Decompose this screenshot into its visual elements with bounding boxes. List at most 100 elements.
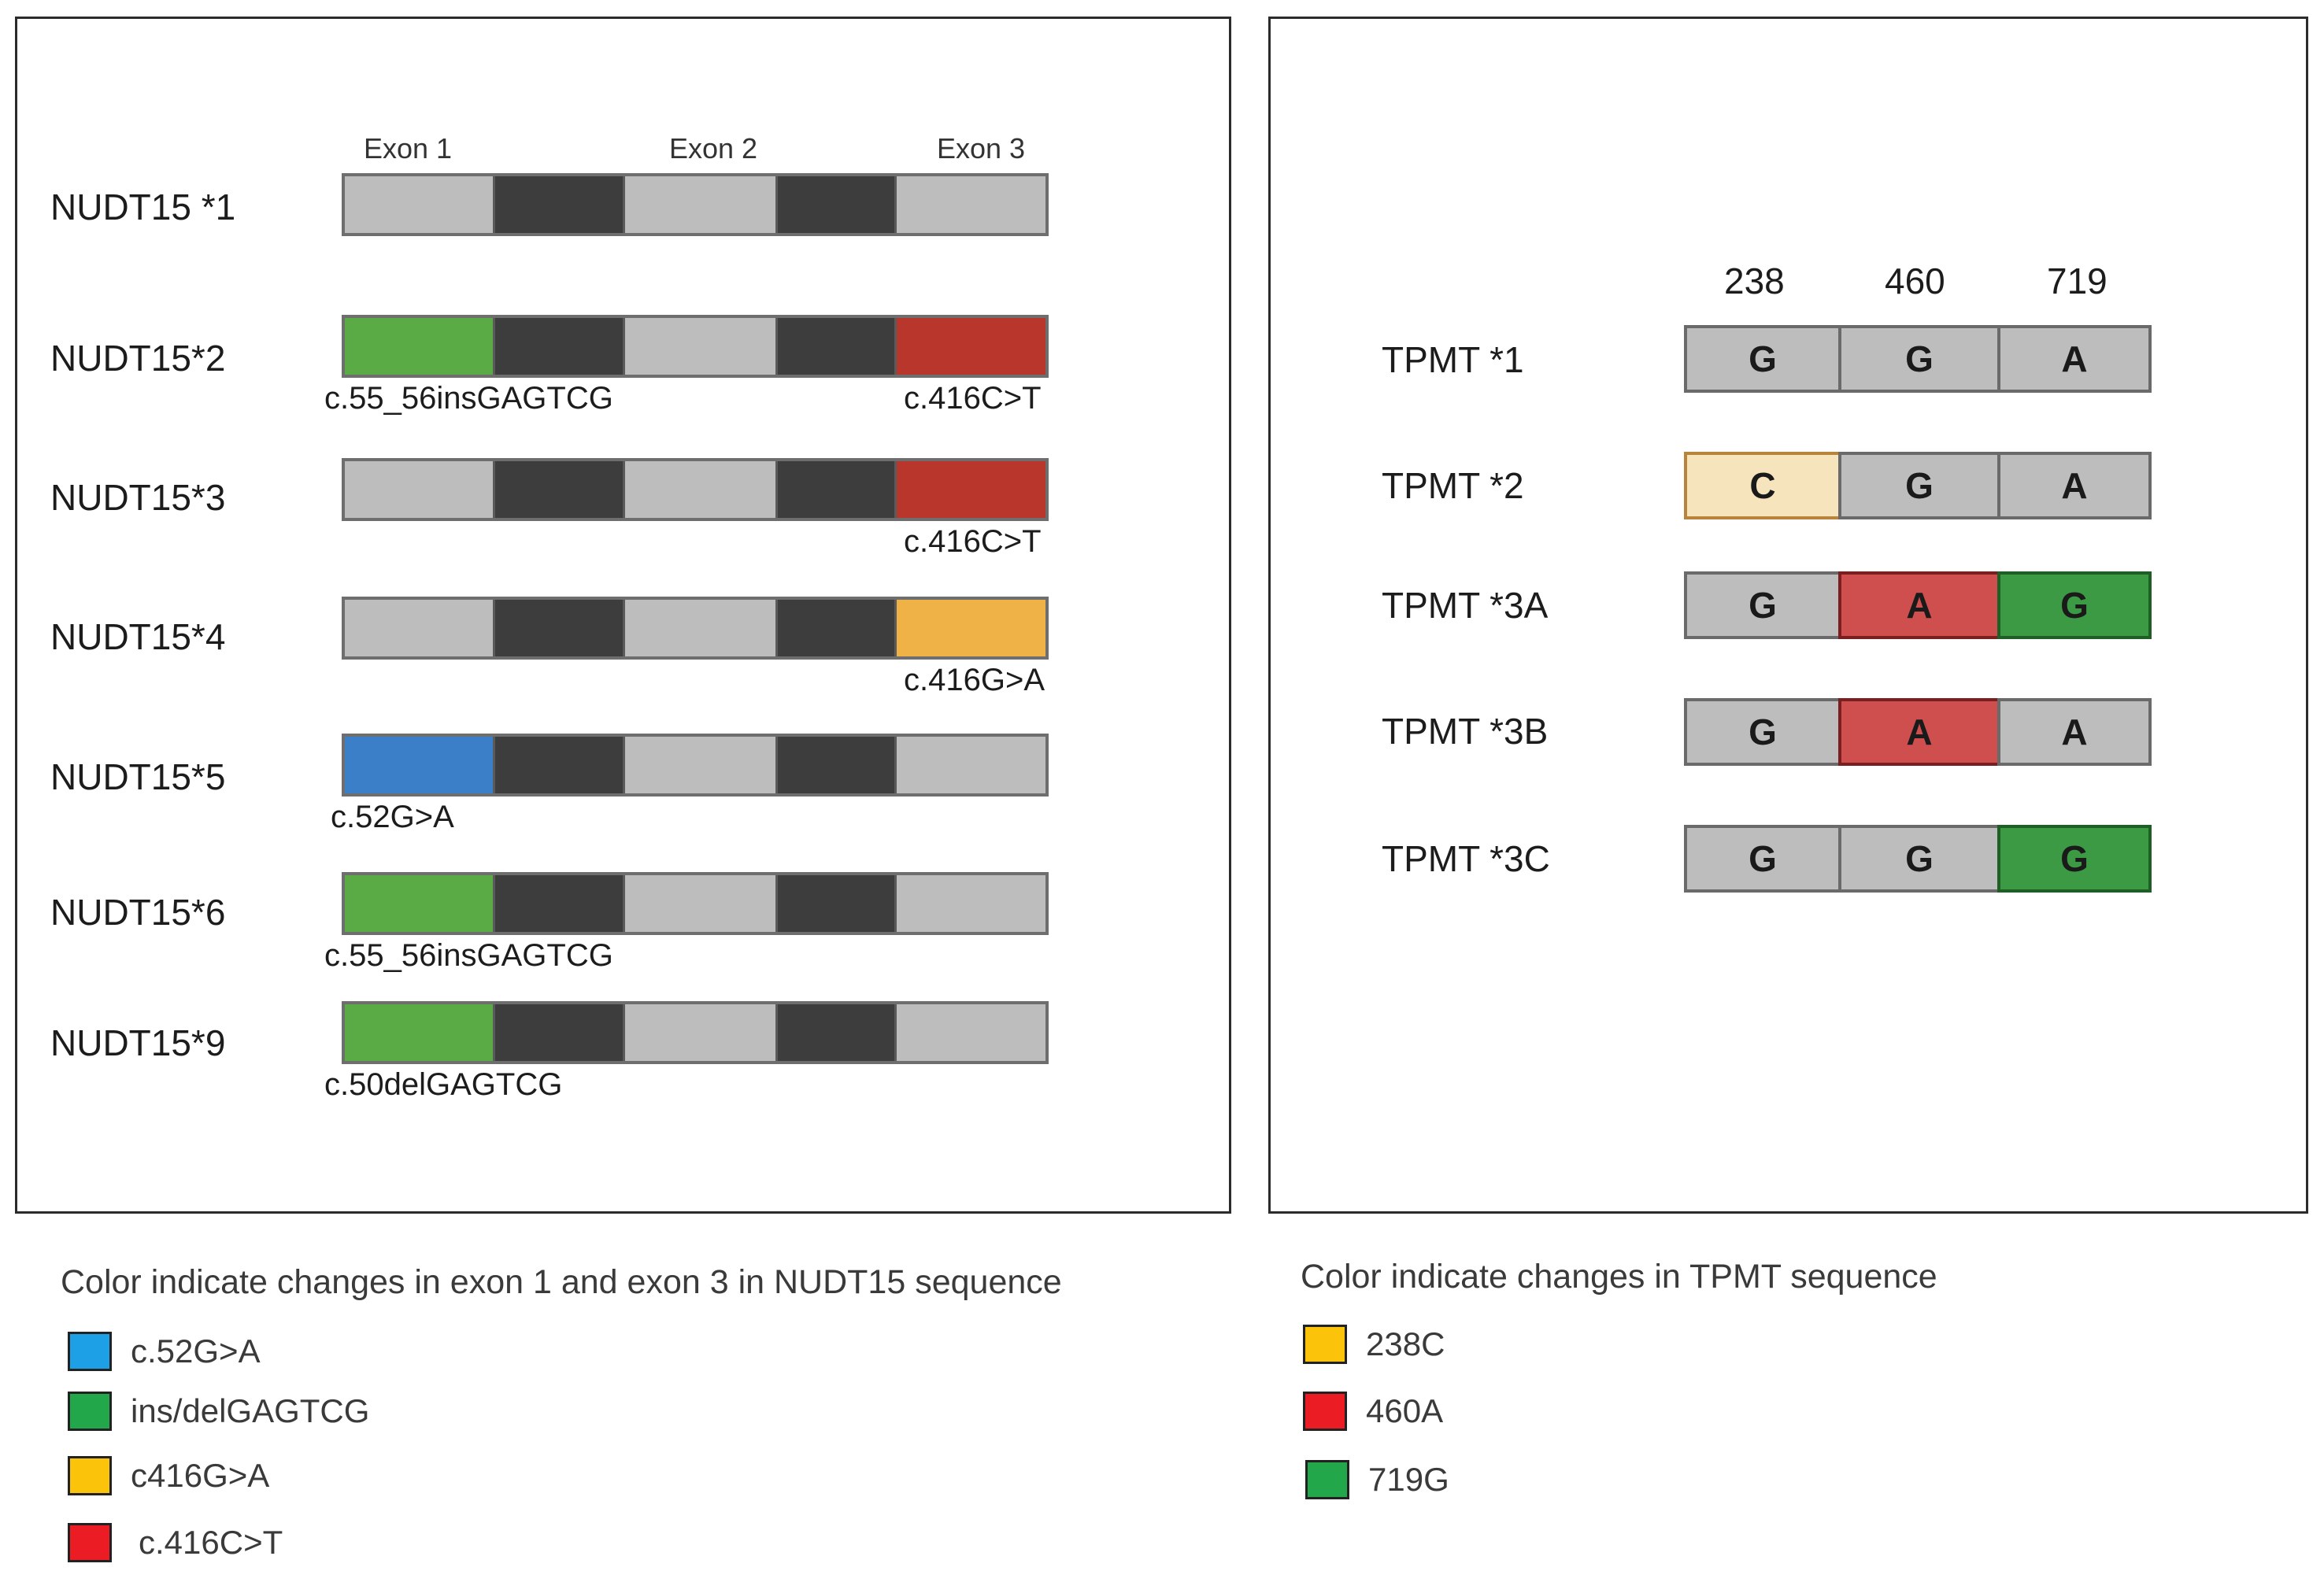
- nudt15-allele-label: NUDT15*6: [50, 892, 226, 933]
- exon-header-2: Exon 2: [669, 132, 758, 164]
- legend-label: 719G: [1368, 1461, 1449, 1498]
- legend-swatch-red: [68, 1523, 112, 1562]
- nudt15-gene-bar: [342, 872, 1049, 935]
- nudt15-allele-label: NUDT15*9: [50, 1022, 226, 1063]
- base-cell-460: A: [1838, 698, 2000, 766]
- exon-1-segment: [345, 318, 494, 375]
- base-cell-719: A: [1997, 325, 2152, 393]
- exon-3-segment: [894, 737, 1045, 793]
- nudt15-gene-bar: [342, 597, 1049, 660]
- exon-2-segment: [622, 600, 776, 656]
- exon1-mutation-label: c.52G>A: [331, 800, 454, 834]
- exon-2-segment: [622, 176, 776, 233]
- intron-1-segment: [493, 318, 623, 375]
- exon-1-segment: [345, 600, 494, 656]
- exon-3-segment: [894, 875, 1045, 932]
- base-cell-238: G: [1684, 698, 1841, 766]
- nudt15-allele-label: NUDT15*2: [50, 338, 226, 379]
- exon-1-segment: [345, 461, 494, 518]
- intron-1-segment: [493, 600, 623, 656]
- exon-1-segment: [345, 1004, 494, 1061]
- legend-label: ins/delGAGTCG: [131, 1392, 370, 1429]
- nudt15-legend-item-red: c.416C>T: [68, 1523, 283, 1562]
- nudt15-gene-bar: [342, 734, 1049, 797]
- exon-1-segment: [345, 176, 494, 233]
- nudt15-legend-item-yellow: c416G>A: [68, 1456, 269, 1495]
- legend-label: c.52G>A: [131, 1333, 261, 1369]
- tpmt-allele-label: TPMT *1: [1382, 339, 1524, 380]
- exon3-mutation-label: c.416C>T: [904, 524, 1042, 559]
- exon1-mutation-label: c.55_56insGAGTCG: [324, 938, 613, 973]
- base-cell-719: G: [1997, 571, 2152, 639]
- intron-2-segment: [775, 176, 894, 233]
- base-cell-238: C: [1684, 452, 1841, 519]
- nudt15-gene-bar: [342, 458, 1049, 521]
- intron-2-segment: [775, 737, 894, 793]
- legend-swatch-yellow: [1303, 1325, 1347, 1364]
- exon-3-segment: [894, 600, 1045, 656]
- nudt15-allele-label: NUDT15*4: [50, 616, 226, 657]
- nudt15-allele-label: NUDT15 *1: [50, 187, 236, 227]
- nudt15-allele-label: NUDT15*3: [50, 477, 226, 518]
- exon-2-segment: [622, 875, 776, 932]
- tpmt-legend-title: Color indicate changes in TPMT sequence: [1301, 1258, 1937, 1296]
- exon1-mutation-label: c.50delGAGTCG: [324, 1067, 563, 1102]
- legend-label: c.416C>T: [139, 1524, 283, 1561]
- exon-3-segment: [894, 176, 1045, 233]
- nudt15-gene-bar: [342, 1001, 1049, 1064]
- base-cell-238: G: [1684, 825, 1841, 893]
- intron-1-segment: [493, 461, 623, 518]
- exon-2-segment: [622, 461, 776, 518]
- intron-2-segment: [775, 461, 894, 518]
- intron-2-segment: [775, 1004, 894, 1061]
- intron-2-segment: [775, 875, 894, 932]
- legend-label: 238C: [1366, 1325, 1445, 1362]
- base-cell-460: G: [1838, 452, 2000, 519]
- exon-2-segment: [622, 737, 776, 793]
- intron-2-segment: [775, 600, 894, 656]
- base-cell-719: A: [1997, 452, 2152, 519]
- exon-3-segment: [894, 461, 1045, 518]
- base-cell-719: A: [1997, 698, 2152, 766]
- exon-2-segment: [622, 1004, 776, 1061]
- tpmt-legend-item-yellow: 238C: [1303, 1325, 1445, 1364]
- intron-1-segment: [493, 875, 623, 932]
- position-header-238: 238: [1724, 261, 1785, 301]
- legend-swatch-green: [68, 1392, 112, 1431]
- base-cell-238: G: [1684, 571, 1841, 639]
- position-header-719: 719: [2047, 261, 2108, 301]
- tpmt-allele-label: TPMT *3B: [1382, 711, 1549, 752]
- intron-2-segment: [775, 318, 894, 375]
- exon-header-3: Exon 3: [937, 132, 1026, 164]
- nudt15-legend-title: Color indicate changes in exon 1 and exo…: [61, 1263, 1062, 1301]
- tpmt-allele-label: TPMT *3A: [1382, 585, 1549, 626]
- tpmt-allele-label: TPMT *3C: [1382, 838, 1550, 879]
- base-cell-460: G: [1838, 825, 2000, 893]
- exon-3-segment: [894, 1004, 1045, 1061]
- nudt15-gene-bar: [342, 315, 1049, 378]
- nudt15-allele-label: NUDT15*5: [50, 756, 226, 797]
- intron-1-segment: [493, 176, 623, 233]
- position-header-460: 460: [1885, 261, 1945, 301]
- nudt15-legend-item-blue: c.52G>A: [68, 1332, 261, 1371]
- exon-1-segment: [345, 875, 494, 932]
- legend-label: 460A: [1366, 1392, 1444, 1429]
- legend-swatch-yellow: [68, 1456, 112, 1495]
- nudt15-gene-bar: [342, 173, 1049, 236]
- legend-label: c416G>A: [131, 1457, 270, 1494]
- legend-swatch-green: [1305, 1460, 1349, 1499]
- base-cell-719: G: [1997, 825, 2152, 893]
- exon-1-segment: [345, 737, 494, 793]
- exon1-mutation-label: c.55_56insGAGTCG: [324, 381, 613, 416]
- tpmt-legend-item-red: 460A: [1303, 1392, 1443, 1431]
- legend-swatch-red: [1303, 1392, 1347, 1431]
- nudt15-legend-item-green: ins/delGAGTCG: [68, 1392, 369, 1431]
- tpmt-allele-label: TPMT *2: [1382, 465, 1524, 506]
- exon-header-1: Exon 1: [364, 132, 453, 164]
- exon-2-segment: [622, 318, 776, 375]
- exon3-mutation-label: c.416C>T: [904, 381, 1042, 416]
